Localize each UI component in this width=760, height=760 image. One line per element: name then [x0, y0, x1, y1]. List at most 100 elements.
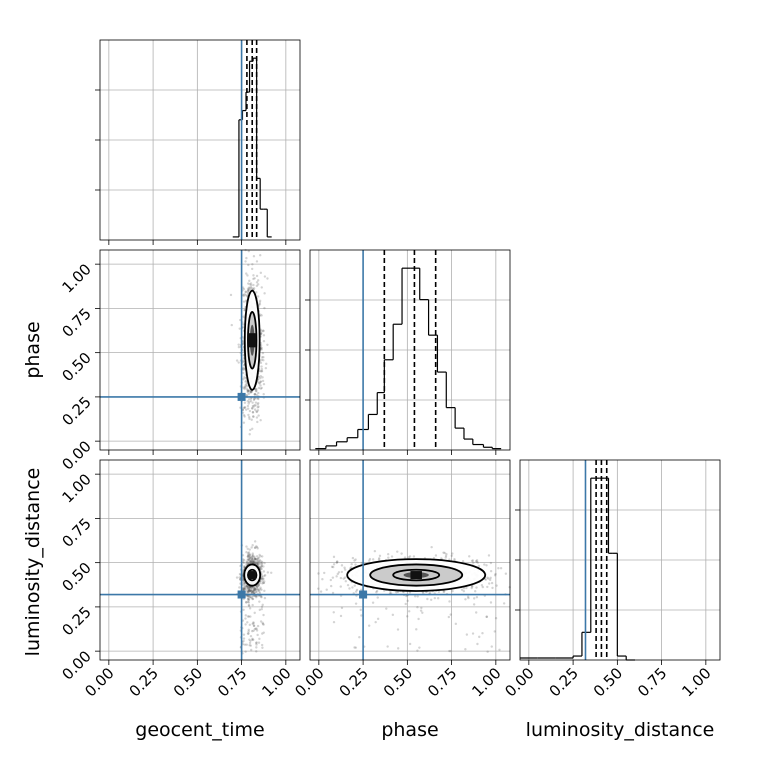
scatter-point: [259, 375, 263, 378]
scatter-point: [256, 585, 259, 588]
scatter-point: [260, 577, 263, 581]
scatter-point: [245, 562, 248, 565]
scatter-point: [396, 550, 399, 553]
scatter-point: [251, 591, 254, 595]
scatter-point: [259, 370, 262, 373]
scatter-point: [262, 339, 266, 343]
scatter-point: [241, 371, 245, 375]
scatter-point: [260, 577, 263, 580]
x-tick-label: 1.00: [258, 664, 294, 700]
scatter-point: [340, 606, 344, 610]
scatter-point: [246, 597, 250, 600]
scatter-point: [405, 594, 408, 598]
scatter-point: [487, 577, 490, 580]
scatter-point: [490, 645, 493, 648]
scatter-point: [252, 274, 255, 277]
scatter-point: [332, 555, 336, 559]
hist-phase-frame: [309, 249, 511, 451]
scatter-point: [248, 556, 251, 559]
scatter-point: [238, 572, 242, 576]
scatter-point: [485, 564, 488, 567]
scatter-point: [407, 556, 410, 559]
scatter-point: [249, 286, 253, 289]
scatter-point: [249, 560, 252, 564]
scatter-point: [250, 591, 254, 595]
scatter-point: [247, 587, 250, 591]
scatter-point: [243, 588, 246, 591]
y-tick-label: 1.00: [58, 260, 94, 296]
scatter-point: [396, 647, 400, 650]
scatter-point: [434, 554, 438, 557]
scatter-point: [253, 555, 256, 558]
scatter-point: [329, 584, 333, 588]
scatter-point: [250, 390, 253, 393]
scatter-point: [243, 293, 246, 296]
scatter-point: [256, 409, 260, 412]
scatter-point: [256, 562, 259, 566]
scatter-point: [343, 566, 346, 569]
scatter-point: [350, 566, 353, 569]
scatter-point: [247, 413, 250, 417]
scatter-point: [253, 393, 256, 396]
scatter-point: [254, 390, 258, 393]
scatter-point: [251, 404, 255, 408]
scatter-point: [400, 552, 403, 555]
scatter-point: [248, 553, 251, 556]
scatter-point: [252, 560, 255, 564]
scatter-point: [246, 586, 250, 590]
scatter-point: [257, 562, 260, 565]
scatter-point: [251, 263, 254, 266]
scatter-point: [248, 548, 251, 551]
scatter-point: [244, 383, 248, 386]
scatter-point: [252, 624, 256, 628]
y-axis-title-luminosity-distance: luminosity_distance: [22, 468, 44, 657]
scatter-point: [253, 587, 256, 590]
scatter-point: [259, 620, 263, 623]
y-tick-label: 0.25: [58, 393, 94, 429]
scatter-point: [248, 415, 251, 419]
x-axis-title-phase: phase: [381, 719, 438, 741]
y-tick-label: 0.50: [58, 559, 94, 595]
scatter-point: [487, 554, 491, 557]
scatter-point: [353, 559, 356, 562]
scatter-point: [346, 583, 350, 587]
scatter-point: [498, 648, 501, 652]
scatter-point: [354, 646, 358, 649]
scatter-point: [248, 589, 251, 593]
scatter-point: [255, 274, 259, 278]
scatter-point: [449, 613, 452, 616]
scatter-point: [261, 579, 264, 583]
scatter-point: [335, 575, 338, 578]
scatter-point: [256, 295, 260, 298]
scatter-point: [245, 393, 248, 397]
scatter-point: [255, 595, 258, 598]
scatter-point: [260, 595, 263, 598]
scatter-point: [476, 561, 480, 564]
scatter-point: [243, 406, 247, 409]
scatter-point: [243, 308, 246, 312]
scatter-point: [263, 596, 267, 600]
scatter-point: [257, 583, 260, 587]
scatter-point: [254, 557, 257, 560]
scatter-point: [336, 560, 339, 563]
scatter-point: [257, 583, 260, 587]
scatter-point: [360, 614, 363, 617]
scatter-point: [254, 404, 257, 407]
hist-luminosity_distance-frame: [519, 459, 721, 661]
scatter-point: [245, 584, 248, 588]
scatter-point: [246, 391, 250, 394]
scatter-point: [474, 590, 477, 593]
scatter-point: [248, 286, 251, 289]
scatter-point: [260, 370, 263, 373]
scatter-point: [262, 334, 266, 337]
scatter-point: [253, 628, 257, 631]
scatter-point: [378, 557, 381, 560]
scatter-point: [250, 407, 254, 410]
scatter-point: [246, 274, 249, 277]
scatter-point: [253, 277, 256, 280]
scatter-point: [246, 615, 250, 618]
scatter-point: [242, 581, 245, 584]
scatter-point: [255, 590, 258, 593]
scatter-point: [246, 590, 250, 593]
scatter-point: [253, 403, 256, 407]
